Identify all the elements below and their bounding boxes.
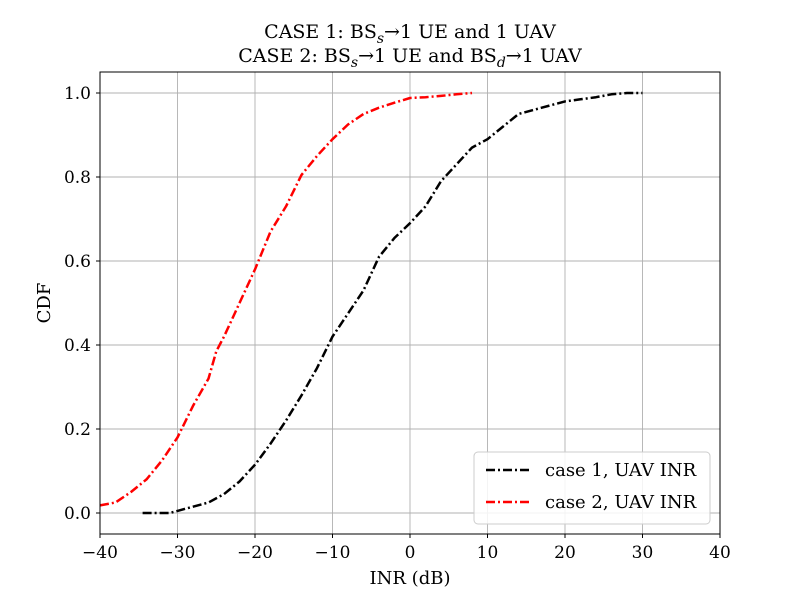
x-tick-label: −20: [237, 543, 273, 563]
plot-series: [99, 91, 643, 515]
y-tick-label: 0.0: [64, 504, 91, 524]
series-line-case-1: [142, 91, 643, 515]
series-line-case-2: [99, 91, 473, 507]
y-tick-label: 0.6: [64, 252, 91, 272]
title2-part-2: →1 UE and BS: [358, 45, 497, 67]
x-tick-label: −40: [82, 543, 118, 563]
legend: case 1, UAV INR case 2, UAV INR: [473, 451, 711, 525]
title1-part-2: →1 UE and 1 UAV: [384, 21, 556, 43]
x-tick-label: 0: [405, 543, 416, 563]
y-axis-label: CDF: [34, 283, 55, 324]
x-tick-label: 20: [554, 543, 576, 563]
title2-subscript-s: s: [351, 55, 358, 71]
ticks: −40 −30 −20 −10 0 10 20 30 40 0.0 0.2 0.4 0.6 0.8 1.0: [64, 84, 731, 563]
y-tick-label: 0.8: [64, 168, 91, 188]
legend-label-case-2: case 2, UAV INR: [545, 492, 697, 513]
x-tick-label: 30: [632, 543, 654, 563]
y-tick-label: 1.0: [64, 84, 91, 104]
x-tick-label: −10: [315, 543, 351, 563]
y-tick-label: 0.2: [64, 420, 91, 440]
x-axis-label: INR (dB): [370, 568, 451, 589]
x-tick-label: 40: [709, 543, 731, 563]
y-tick-label: 0.4: [64, 336, 91, 356]
plot-frame: [99, 71, 721, 535]
title2-part-1: CASE 2: BS: [238, 45, 351, 67]
title2-subscript-d: d: [497, 55, 506, 71]
legend-box: [473, 451, 711, 525]
title2-part-3: →1 UAV: [506, 45, 582, 67]
x-tick-label: −30: [160, 543, 196, 563]
x-tick-label: 10: [477, 543, 499, 563]
chart-title-line-1: CASE 1: BSs→1 UE and 1 UAV: [264, 21, 556, 47]
title1-part-1: CASE 1: BS: [264, 21, 377, 43]
chart-title-line-2: CASE 2: BSs→1 UE and BSd→1 UAV: [238, 45, 582, 71]
title1-subscript-s: s: [377, 31, 384, 47]
legend-label-case-1: case 1, UAV INR: [545, 460, 697, 481]
